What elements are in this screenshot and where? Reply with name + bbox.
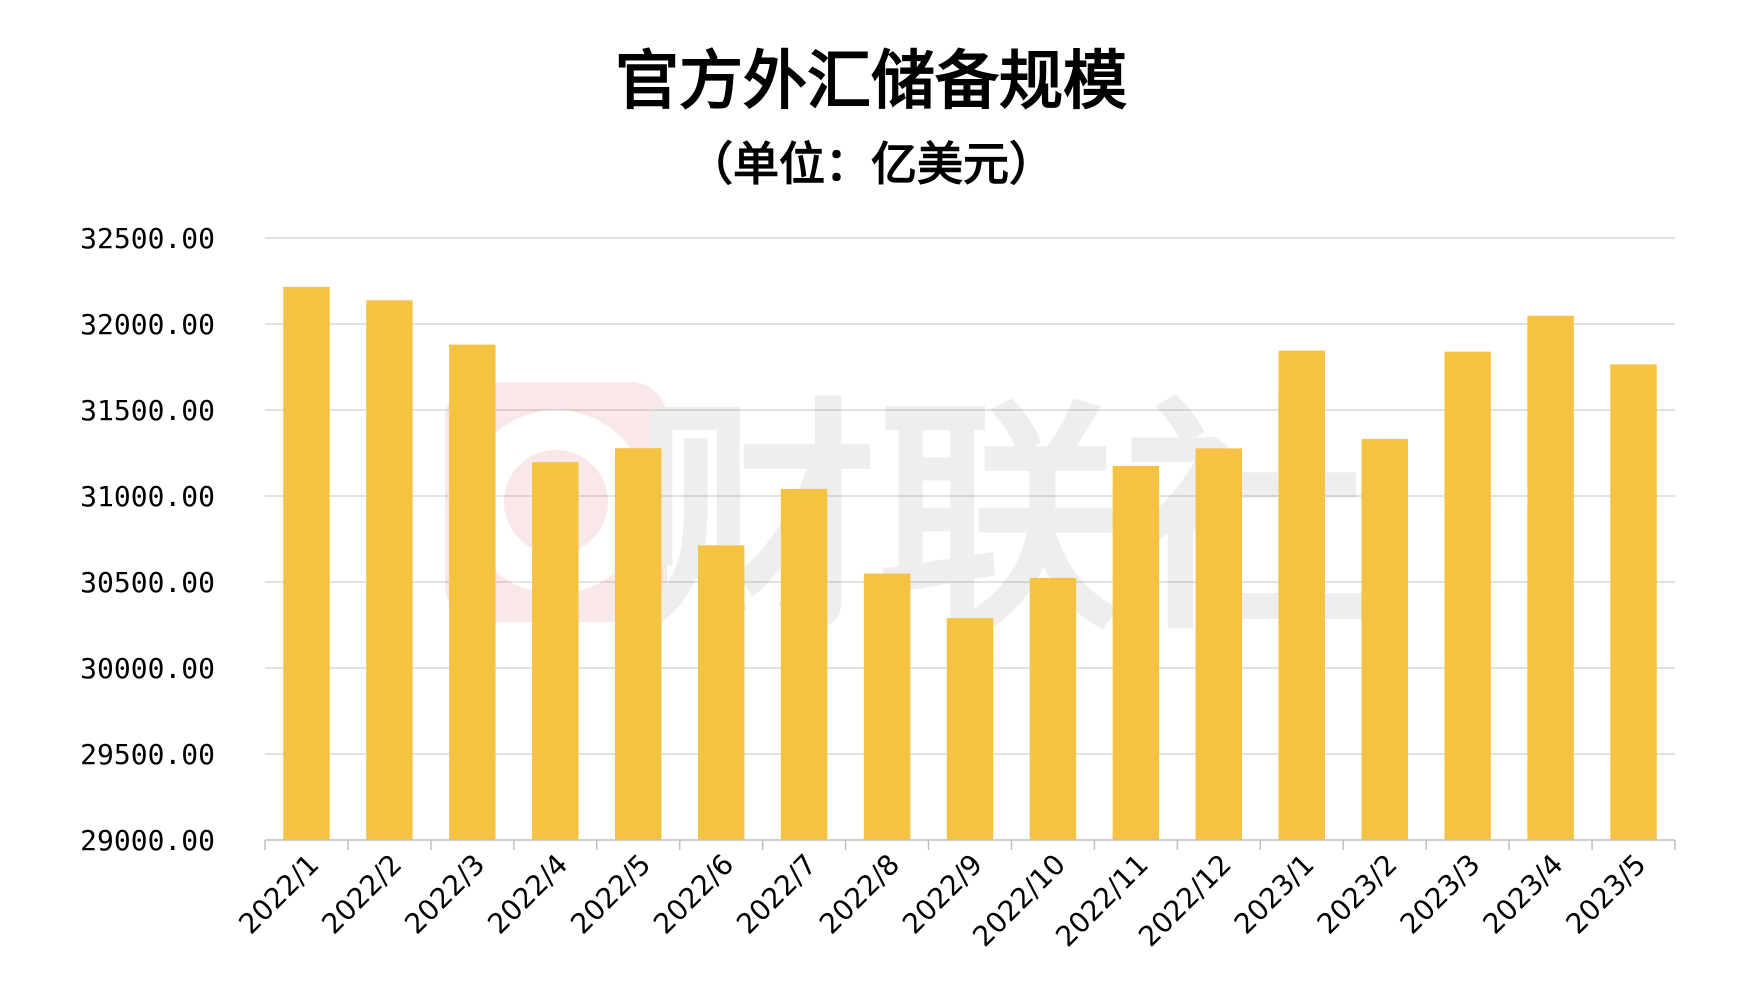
bar-2022-10 (1029, 577, 1077, 840)
y-tick-label: 31500.00 (80, 394, 215, 427)
y-tick-labels: 29000.00 29500.00 30000.00 30500.00 31000.00… (80, 222, 215, 857)
x-tick-label: 2022/1 (232, 848, 325, 941)
y-tick-label: 31000.00 (80, 480, 215, 513)
x-tick-label: 2022/5 (564, 848, 657, 941)
watermark-text: 财联社 (633, 378, 1368, 663)
x-tick-label: 2023/3 (1394, 848, 1487, 941)
x-tick-label: 2022/3 (398, 848, 491, 941)
x-tick-label: 2022/6 (647, 848, 740, 941)
bar-2022-6 (697, 545, 745, 840)
y-tick-label: 32000.00 (80, 308, 215, 341)
x-tick-labels: 2022/12022/22022/32022/42022/52022/62022… (232, 848, 1652, 954)
chart-subtitle: （单位：亿美元） (687, 137, 1055, 191)
bar-2022-12 (1195, 448, 1243, 840)
bar-2022-4 (532, 462, 579, 840)
x-tick-label: 2022/8 (813, 848, 906, 941)
x-tick-label: 2022/7 (730, 848, 823, 941)
gridlines (265, 237, 1675, 755)
y-tick-label: 30000.00 (80, 652, 215, 685)
x-tick-label: 2023/4 (1477, 848, 1570, 941)
bar-2022-8 (863, 573, 911, 840)
bar-2022-7 (780, 488, 828, 840)
bar-2022-5 (615, 448, 662, 840)
y-tick-label: 30500.00 (80, 566, 215, 599)
x-tick-label: 2023/1 (1228, 848, 1321, 941)
y-tick-label: 29500.00 (80, 738, 215, 771)
bar-2023-4 (1527, 315, 1574, 840)
x-tick-label: 2022/2 (315, 848, 408, 941)
chart-title: 官方外汇储备规模 (615, 45, 1127, 119)
bar-2023-2 (1361, 438, 1408, 840)
axes (264, 839, 1676, 850)
bar-2023-5 (1610, 364, 1657, 840)
bar-2022-9 (946, 618, 994, 840)
bar-2022-3 (449, 344, 496, 840)
bar-2023-3 (1444, 351, 1491, 840)
y-tick-label: 32500.00 (80, 222, 215, 255)
bar-2023-1 (1278, 350, 1325, 840)
bars (283, 286, 1657, 840)
y-tick-label: 29000.00 (80, 824, 215, 857)
x-tick-label: 2023/2 (1311, 848, 1404, 941)
bar-2022-2 (366, 300, 413, 840)
bar-2022-1 (283, 286, 330, 840)
x-tick-label: 2023/5 (1559, 848, 1652, 941)
x-tick-label: 2022/4 (481, 848, 574, 941)
x-tick-label: 2022/12 (1132, 848, 1238, 954)
bar-2022-11 (1112, 465, 1160, 840)
